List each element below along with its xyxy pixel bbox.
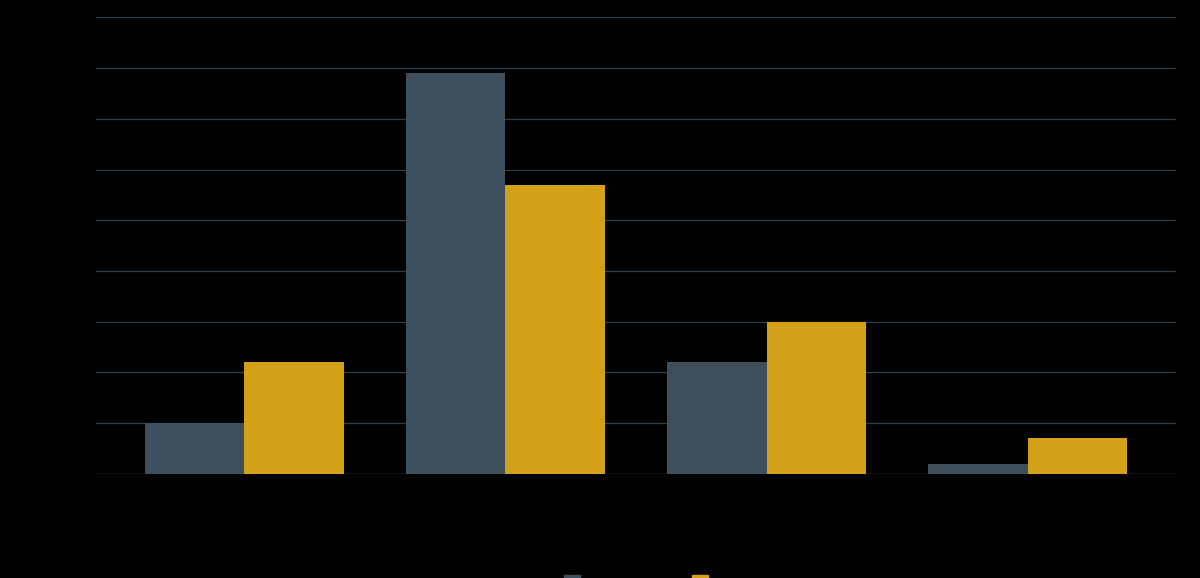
Bar <box>145 423 245 474</box>
Bar <box>929 464 1027 474</box>
Bar <box>667 362 767 474</box>
Legend: , : , <box>564 575 708 578</box>
Bar <box>245 362 343 474</box>
Bar <box>767 322 865 474</box>
Bar <box>505 185 605 474</box>
Bar <box>1027 439 1127 474</box>
Bar <box>407 73 505 474</box>
